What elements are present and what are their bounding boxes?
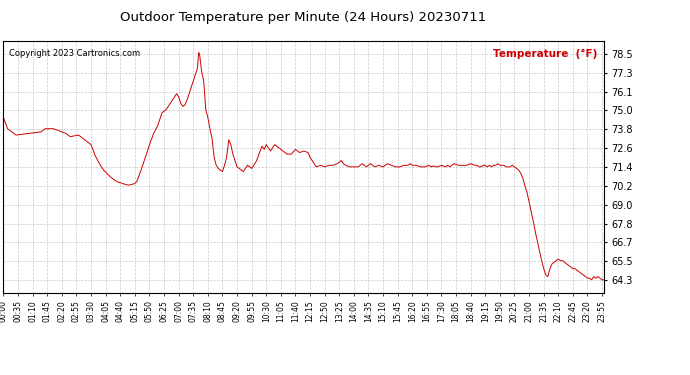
Text: Outdoor Temperature per Minute (24 Hours) 20230711: Outdoor Temperature per Minute (24 Hours… [121,11,486,24]
Text: Temperature  (°F): Temperature (°F) [493,49,598,59]
Text: Copyright 2023 Cartronics.com: Copyright 2023 Cartronics.com [10,49,141,58]
